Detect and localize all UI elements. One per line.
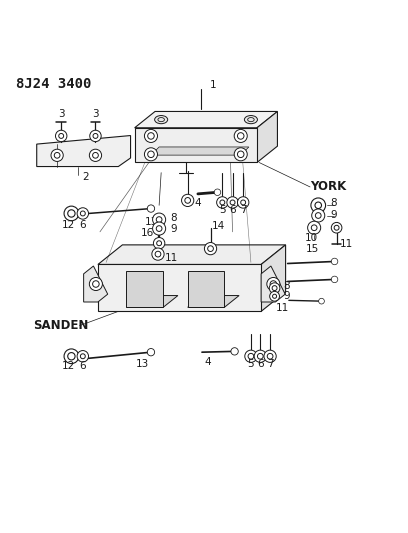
Circle shape bbox=[144, 130, 157, 142]
Circle shape bbox=[311, 198, 326, 213]
Circle shape bbox=[204, 243, 217, 255]
Polygon shape bbox=[261, 266, 285, 302]
Polygon shape bbox=[188, 271, 224, 308]
Circle shape bbox=[90, 130, 101, 142]
Circle shape bbox=[182, 195, 194, 206]
Polygon shape bbox=[84, 266, 108, 302]
Circle shape bbox=[331, 258, 338, 265]
Circle shape bbox=[237, 197, 249, 208]
Circle shape bbox=[227, 197, 238, 208]
Text: 11: 11 bbox=[165, 253, 178, 263]
Circle shape bbox=[254, 350, 266, 362]
Text: 8: 8 bbox=[284, 281, 290, 291]
Circle shape bbox=[331, 222, 342, 233]
Text: 8: 8 bbox=[170, 213, 177, 223]
Circle shape bbox=[89, 149, 102, 161]
Circle shape bbox=[152, 248, 164, 260]
Circle shape bbox=[77, 208, 89, 219]
Circle shape bbox=[312, 209, 325, 222]
Text: 8: 8 bbox=[330, 198, 337, 208]
Circle shape bbox=[269, 283, 280, 293]
Circle shape bbox=[144, 148, 157, 161]
Circle shape bbox=[55, 130, 67, 142]
Polygon shape bbox=[126, 271, 163, 308]
Circle shape bbox=[270, 292, 279, 301]
Text: 8J24 3400: 8J24 3400 bbox=[16, 77, 92, 91]
Text: 5: 5 bbox=[219, 205, 226, 215]
Polygon shape bbox=[188, 296, 239, 308]
Text: 13: 13 bbox=[136, 359, 149, 369]
Text: 15: 15 bbox=[306, 244, 319, 254]
Circle shape bbox=[245, 350, 257, 362]
Circle shape bbox=[77, 351, 89, 362]
Circle shape bbox=[153, 213, 166, 226]
Text: 6: 6 bbox=[80, 361, 86, 372]
Text: YORK: YORK bbox=[310, 181, 346, 193]
Circle shape bbox=[214, 189, 221, 196]
Circle shape bbox=[267, 278, 280, 290]
Text: 3: 3 bbox=[58, 109, 64, 119]
Circle shape bbox=[308, 221, 321, 235]
Polygon shape bbox=[151, 147, 249, 155]
Polygon shape bbox=[37, 135, 131, 166]
Circle shape bbox=[51, 149, 63, 161]
Circle shape bbox=[147, 205, 155, 212]
Text: 11: 11 bbox=[340, 239, 353, 249]
Text: 4: 4 bbox=[195, 198, 201, 208]
Circle shape bbox=[153, 222, 166, 235]
Ellipse shape bbox=[244, 116, 257, 124]
Circle shape bbox=[147, 349, 155, 356]
Circle shape bbox=[319, 298, 324, 304]
Text: 6: 6 bbox=[80, 220, 86, 230]
Text: 2: 2 bbox=[82, 172, 89, 182]
Circle shape bbox=[89, 278, 102, 290]
Text: 6: 6 bbox=[229, 205, 236, 215]
Polygon shape bbox=[98, 264, 261, 311]
Circle shape bbox=[234, 130, 247, 142]
Text: 6: 6 bbox=[257, 359, 264, 369]
Polygon shape bbox=[98, 245, 286, 264]
Text: 9: 9 bbox=[330, 211, 337, 221]
Circle shape bbox=[153, 238, 165, 249]
Text: 9: 9 bbox=[284, 291, 290, 301]
Text: 9: 9 bbox=[170, 223, 177, 233]
Polygon shape bbox=[135, 128, 257, 163]
Circle shape bbox=[217, 197, 228, 208]
Text: 14: 14 bbox=[212, 221, 225, 231]
Text: 12: 12 bbox=[62, 361, 75, 372]
Polygon shape bbox=[261, 245, 286, 311]
Circle shape bbox=[231, 348, 238, 355]
Circle shape bbox=[234, 148, 247, 161]
Circle shape bbox=[331, 276, 338, 282]
Ellipse shape bbox=[155, 116, 168, 124]
Text: 12: 12 bbox=[62, 220, 75, 230]
Polygon shape bbox=[135, 111, 277, 128]
Text: 5: 5 bbox=[248, 359, 254, 369]
Polygon shape bbox=[257, 111, 277, 163]
Text: SANDEN: SANDEN bbox=[33, 319, 88, 332]
Text: 3: 3 bbox=[92, 109, 99, 119]
Text: 7: 7 bbox=[240, 205, 246, 215]
Text: 1: 1 bbox=[210, 80, 217, 90]
Text: 13: 13 bbox=[144, 216, 157, 227]
Circle shape bbox=[64, 349, 79, 364]
Text: 10: 10 bbox=[304, 233, 317, 243]
Text: 7: 7 bbox=[267, 359, 273, 369]
Circle shape bbox=[64, 206, 79, 221]
Polygon shape bbox=[126, 296, 178, 308]
Text: 4: 4 bbox=[205, 358, 211, 367]
Text: 11: 11 bbox=[276, 303, 289, 313]
Circle shape bbox=[264, 350, 276, 362]
Text: 16: 16 bbox=[141, 228, 154, 238]
